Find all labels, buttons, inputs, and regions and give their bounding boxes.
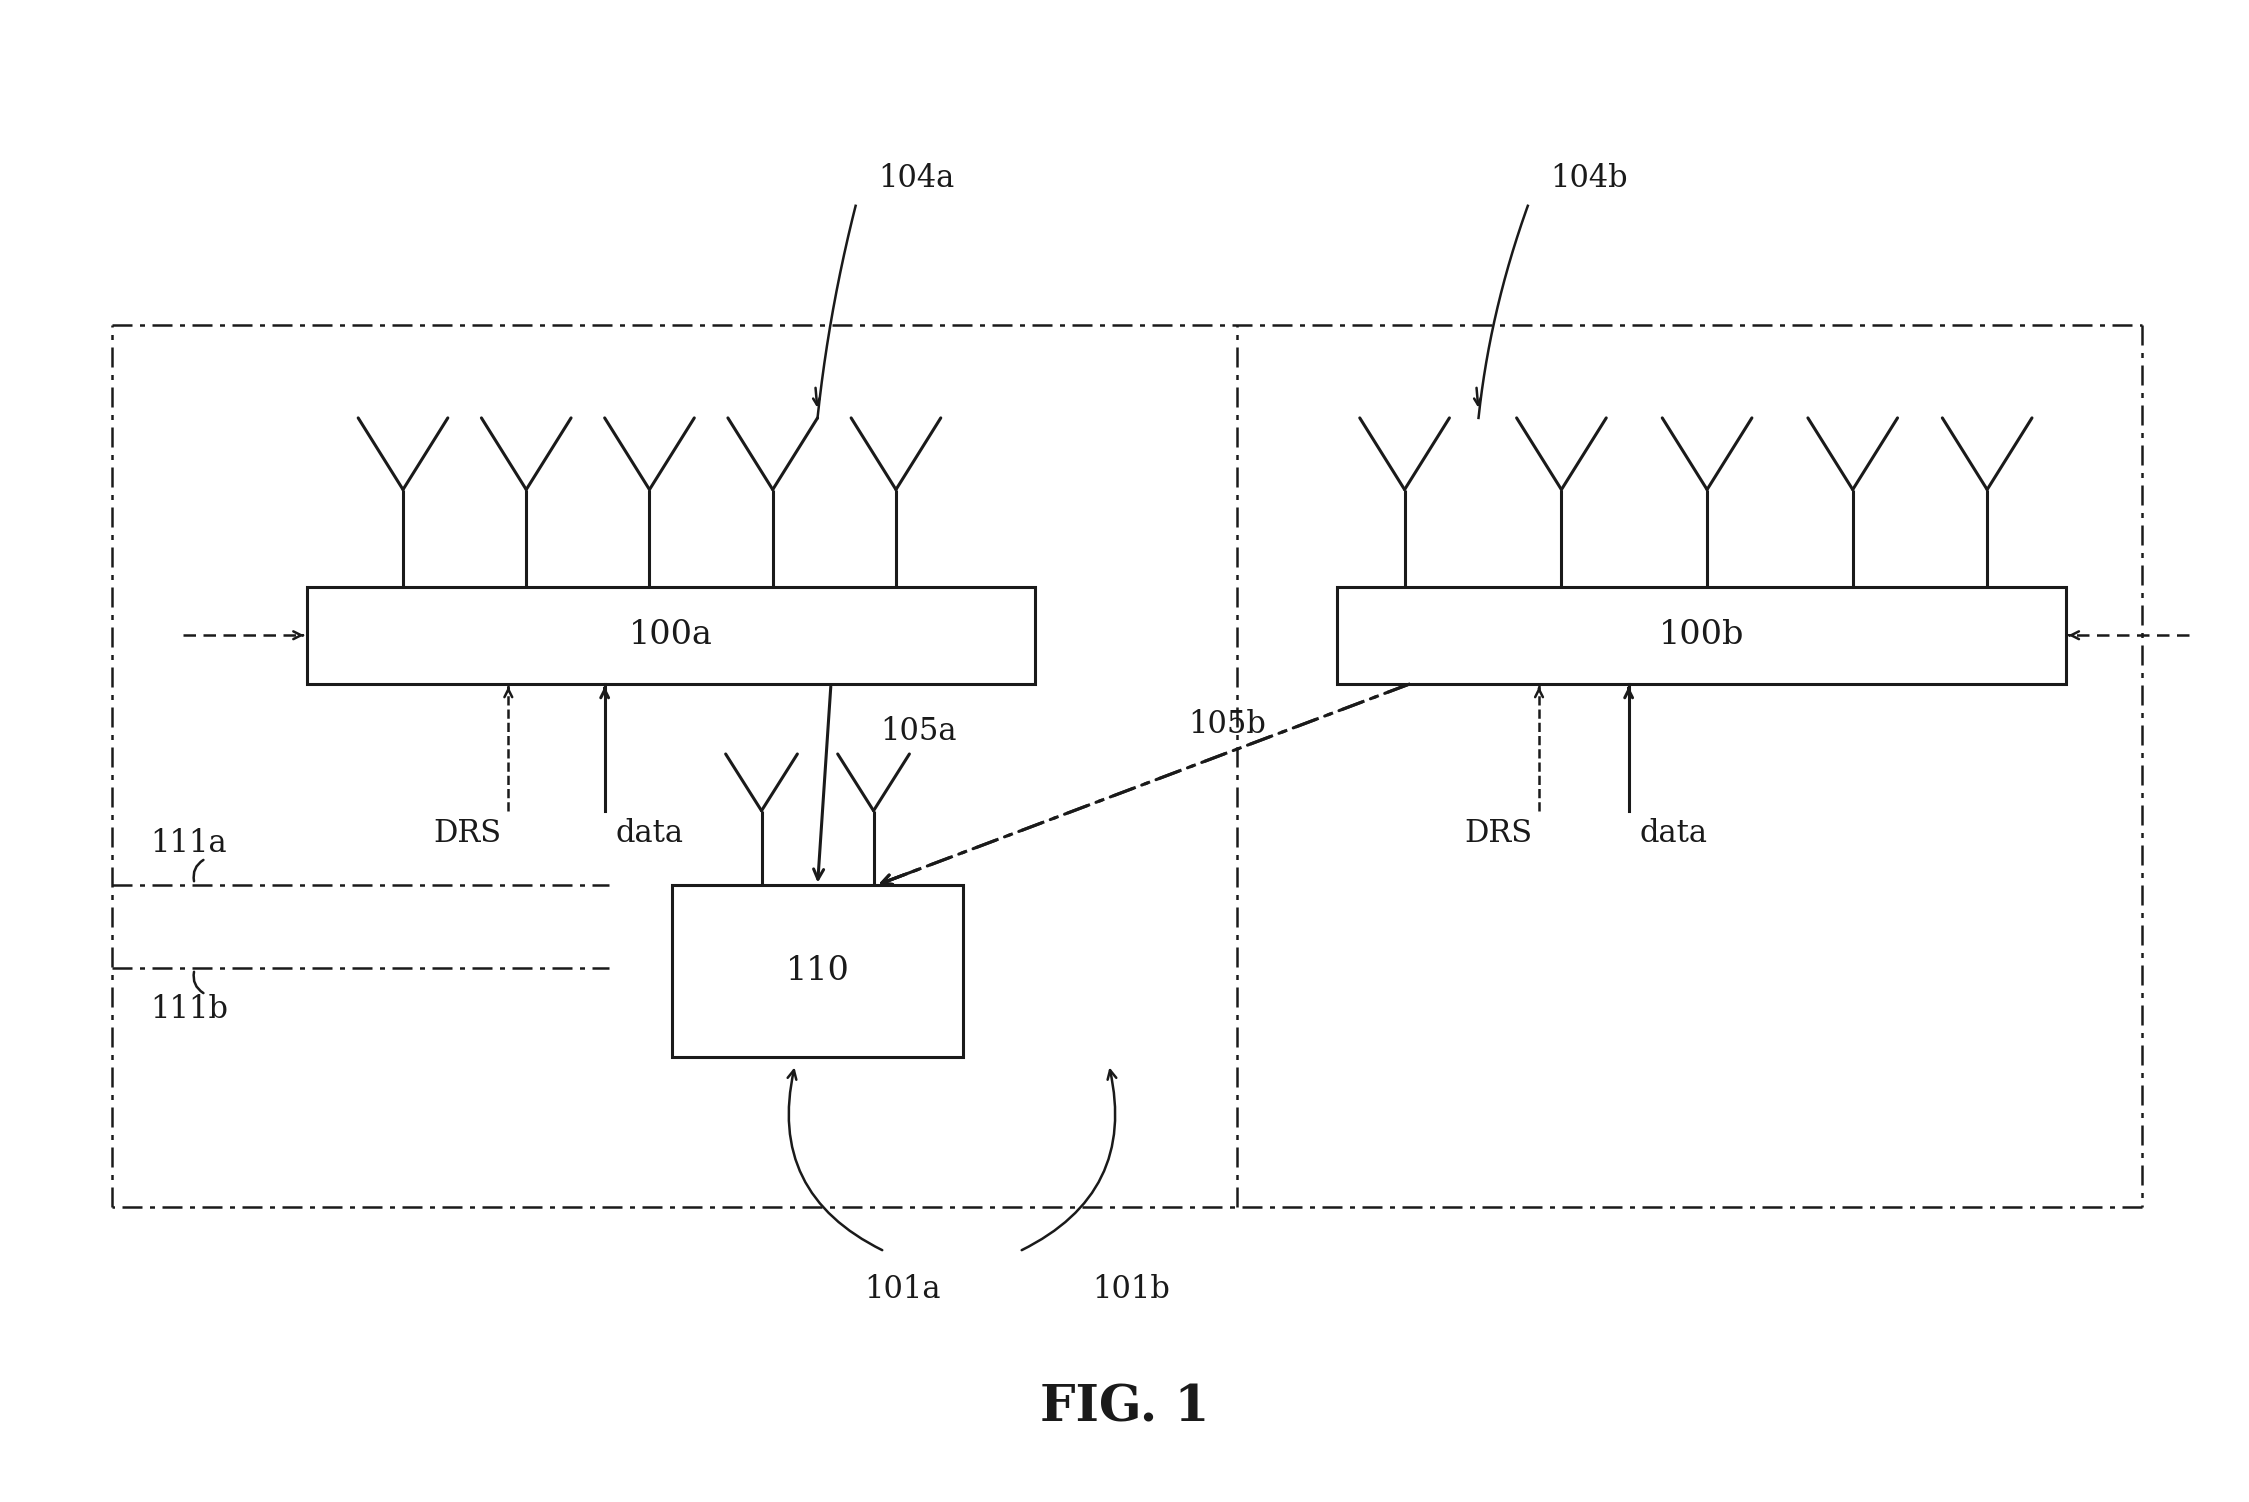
Text: 111b: 111b — [151, 994, 227, 1026]
FancyBboxPatch shape — [672, 886, 963, 1057]
Text: 105a: 105a — [879, 716, 956, 748]
FancyBboxPatch shape — [1338, 587, 2065, 683]
Text: data: data — [616, 819, 684, 849]
Text: DRS: DRS — [1464, 819, 1532, 849]
Text: 101a: 101a — [864, 1274, 940, 1305]
Text: 104b: 104b — [1550, 162, 1628, 194]
Text: 105b: 105b — [1187, 709, 1266, 740]
Text: DRS: DRS — [434, 819, 502, 849]
Text: 101b: 101b — [1093, 1274, 1169, 1305]
Text: 110: 110 — [785, 955, 850, 987]
Text: 100b: 100b — [1660, 619, 1745, 652]
Text: 104a: 104a — [877, 162, 954, 194]
Text: data: data — [1640, 819, 1707, 849]
Text: FIG. 1: FIG. 1 — [1039, 1383, 1210, 1433]
Text: 111a: 111a — [151, 828, 227, 859]
FancyBboxPatch shape — [306, 587, 1035, 683]
Text: 100a: 100a — [630, 619, 713, 652]
